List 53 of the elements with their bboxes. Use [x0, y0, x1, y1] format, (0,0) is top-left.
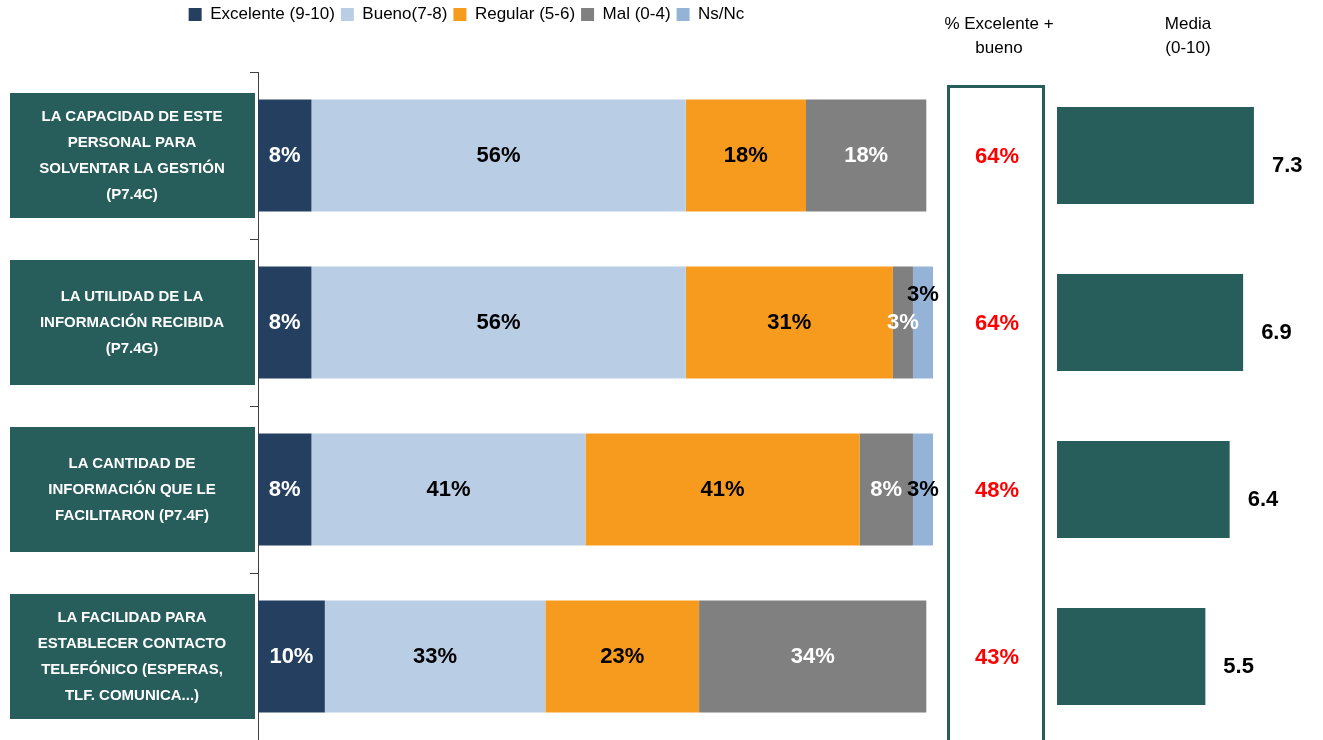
data-label: 18%: [844, 141, 889, 167]
data-label: 3%: [907, 280, 939, 306]
data-label: 8%: [268, 475, 301, 501]
bar: [324, 600, 546, 713]
text: 43%: [973, 643, 1020, 670]
data-label: 31%: [767, 308, 812, 334]
data-label: 56%: [476, 141, 521, 167]
text: 64%: [973, 142, 1020, 169]
bar: [311, 266, 686, 379]
bar: [1057, 608, 1206, 705]
data-label: 8%: [268, 141, 301, 167]
bar: [311, 433, 586, 546]
data-label: 56%: [476, 308, 521, 334]
data-label: 10%: [269, 642, 314, 668]
data-label: 23%: [600, 642, 645, 668]
data-label: 8%: [870, 475, 903, 501]
text: 64%: [973, 309, 1020, 336]
bar: [806, 99, 927, 212]
legend-label: Regular (5-6): [474, 4, 576, 24]
bar: [1057, 274, 1244, 371]
data-label: 6.4: [1247, 485, 1279, 511]
data-label: 7.3: [1271, 151, 1303, 177]
bar: [1057, 107, 1254, 204]
legend-label: Mal (0-4): [602, 4, 671, 24]
y-tick-label: LA CANTIDAD DE INFORMACIÓN QUE LE FACILITARON (P7.4F): [48, 453, 216, 523]
bar: [1057, 441, 1230, 538]
bar: [258, 433, 312, 546]
text: 48%: [973, 476, 1020, 503]
bar: [545, 600, 700, 713]
data-label: 41%: [426, 475, 471, 501]
data-label: 3%: [907, 475, 939, 501]
data-label: 8%: [268, 308, 301, 334]
chart-title: Media (0-10): [1163, 13, 1213, 59]
bar: [258, 266, 312, 379]
legend-label: Ns/Nc: [698, 4, 745, 24]
legend-label: Excelente (9-10): [210, 4, 335, 24]
y-tick-label: LA FACILIDAD PARA ESTABLECER CONTACTO TELEFÓNICO (ESPERAS, TLF. COMUNICA...): [37, 607, 227, 703]
bar: [685, 99, 807, 212]
bar: [258, 99, 312, 212]
data-label: 5.5: [1223, 652, 1254, 678]
bar: [258, 600, 325, 713]
data-label: 41%: [700, 475, 745, 501]
bar: [699, 600, 927, 713]
bar: [585, 433, 860, 546]
data-label: 6.9: [1261, 318, 1292, 344]
text: % Excelente + bueno: [943, 13, 1055, 59]
legend-label: Bueno(7-8): [362, 4, 448, 24]
data-label: 33%: [413, 642, 458, 668]
data-label: 18%: [723, 141, 768, 167]
y-tick-label: LA UTILIDAD DE LA INFORMACIÓN RECIBIDA (P7.4G): [39, 286, 225, 356]
bar: [311, 99, 686, 212]
y-tick-label: LA CAPACIDAD DE ESTE PERSONAL PARA SOLVENTAR LA GESTIÓN (P7.4C): [39, 106, 225, 202]
data-label: 34%: [790, 642, 835, 668]
